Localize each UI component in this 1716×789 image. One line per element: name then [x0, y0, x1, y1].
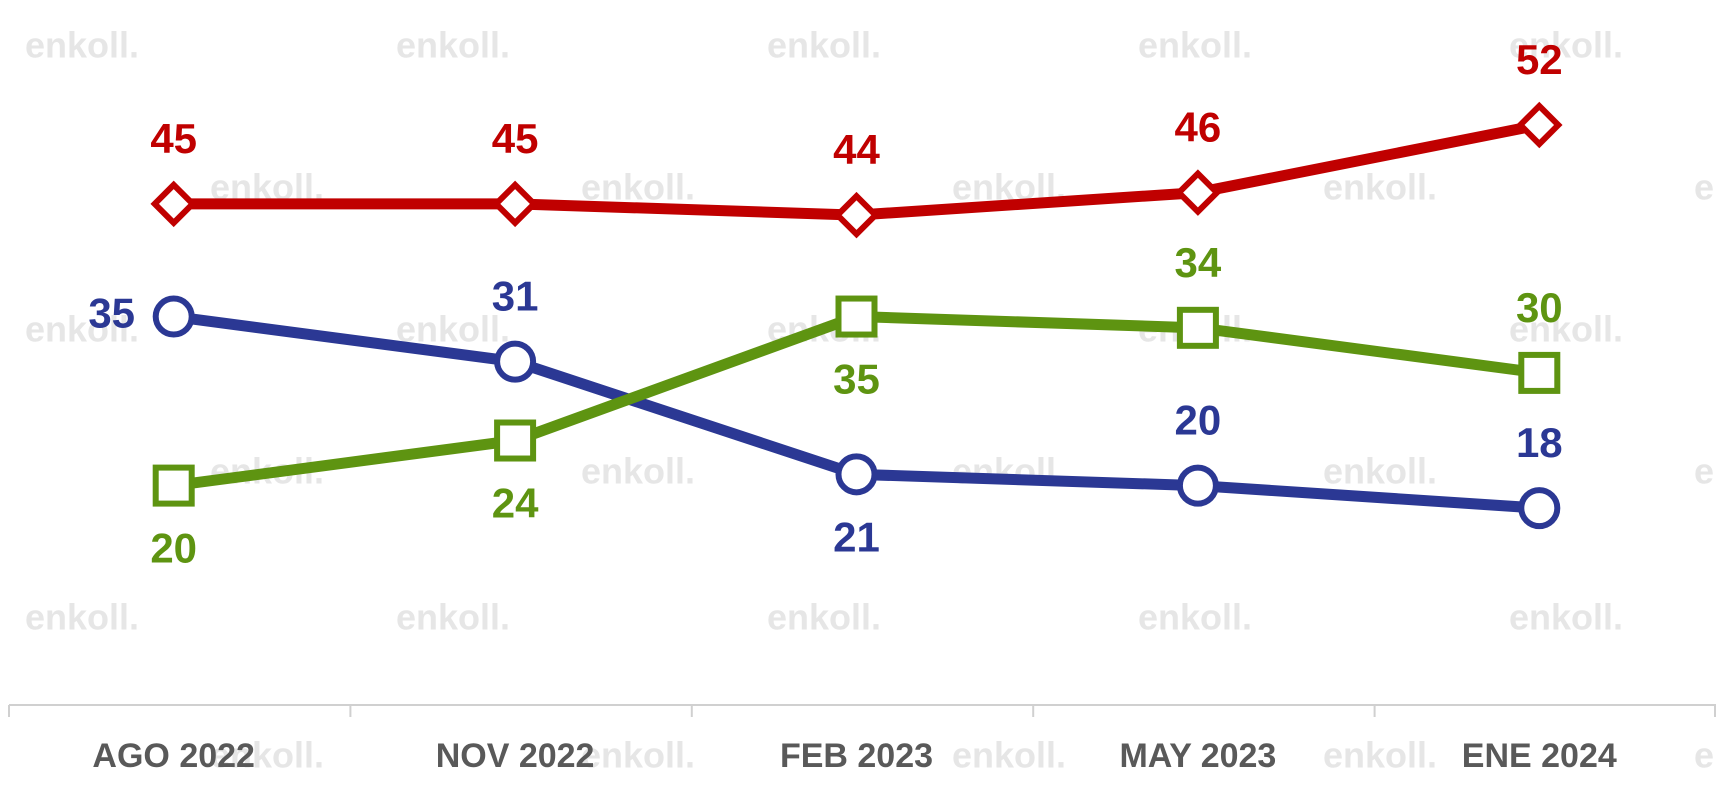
- watermark: enkoll.: [1694, 735, 1716, 776]
- x-tick-label: AGO 2022: [92, 737, 255, 775]
- data-label: 24: [492, 480, 539, 527]
- watermark: enkoll.: [952, 735, 1066, 776]
- watermark: enkoll.: [1694, 451, 1716, 492]
- watermark: enkoll.: [1138, 597, 1252, 638]
- data-label: 35: [88, 290, 135, 337]
- data-label: 52: [1516, 36, 1563, 83]
- data-label: 34: [1175, 239, 1222, 286]
- watermark: enkoll.: [1138, 25, 1252, 66]
- marker: [152, 464, 195, 507]
- marker: [1176, 464, 1219, 507]
- watermark: enkoll.: [1694, 167, 1716, 208]
- watermark: enkoll.: [767, 597, 881, 638]
- x-tick-label: ENE 2024: [1462, 737, 1617, 775]
- marker: [833, 191, 880, 239]
- watermark: enkoll.: [396, 25, 510, 66]
- watermark: enkoll.: [1509, 25, 1623, 66]
- data-label: 35: [833, 356, 880, 403]
- data-label: 45: [492, 115, 539, 162]
- watermark: enkoll.: [25, 25, 139, 66]
- marker: [491, 180, 539, 228]
- data-label: 18: [1516, 419, 1563, 466]
- x-tick-label: NOV 2022: [436, 737, 595, 775]
- marker: [1518, 351, 1561, 394]
- data-label: 21: [833, 513, 880, 560]
- data-label: 20: [1175, 397, 1222, 444]
- marker: [150, 180, 197, 228]
- marker: [1174, 169, 1222, 216]
- watermark: enkoll.: [581, 167, 695, 208]
- data-label: 44: [833, 126, 880, 173]
- data-label: 31: [492, 273, 539, 320]
- watermark: enkoll.: [25, 309, 139, 350]
- watermark: enkoll.: [581, 735, 695, 776]
- data-label: 30: [1516, 284, 1563, 331]
- watermark: enkoll.: [1323, 167, 1437, 208]
- watermark: enkoll.: [1323, 735, 1437, 776]
- watermark: enkoll.: [396, 597, 510, 638]
- watermark: enkoll.: [1509, 309, 1623, 350]
- marker: [1176, 306, 1219, 349]
- data-label: 20: [150, 525, 197, 572]
- watermark: enkoll.: [767, 25, 881, 66]
- x-tick-label: FEB 2023: [780, 737, 933, 775]
- data-label: 45: [150, 115, 197, 162]
- x-tick-label: MAY 2023: [1119, 737, 1276, 775]
- marker: [152, 295, 195, 338]
- watermark: enkoll.: [396, 309, 510, 350]
- marker: [835, 453, 878, 496]
- watermark: enkoll.: [581, 451, 695, 492]
- marker: [494, 419, 537, 462]
- watermark: enkoll.: [210, 735, 324, 776]
- marker: [1516, 101, 1563, 149]
- marker: [494, 340, 537, 383]
- watermark: enkoll.: [1323, 451, 1437, 492]
- marker: [835, 295, 878, 338]
- watermark: enkoll.: [1509, 597, 1623, 638]
- watermark: enkoll.: [25, 597, 139, 638]
- data-label: 46: [1175, 104, 1222, 151]
- marker: [1518, 487, 1561, 530]
